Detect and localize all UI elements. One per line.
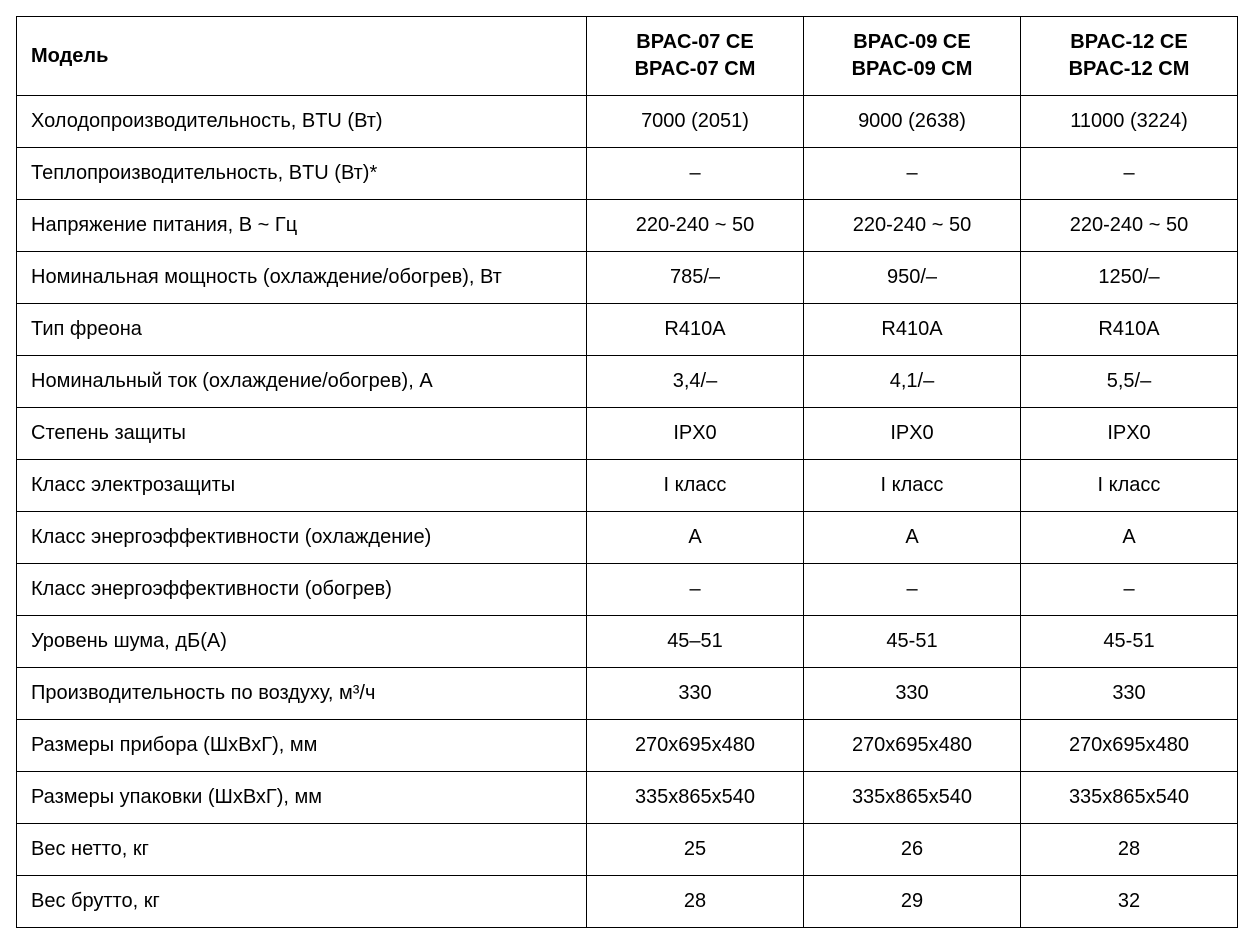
table-row: Уровень шума, дБ(А)45–5145-5145-51 [17, 616, 1238, 668]
table-row: Номинальная мощность (охлаждение/обогрев… [17, 252, 1238, 304]
row-label: Степень защиты [17, 408, 587, 460]
table-row: Номинальный ток (охлаждение/обогрев), А3… [17, 356, 1238, 408]
row-label: Размеры упаковки (ШхВхГ), мм [17, 772, 587, 824]
row-value: R410A [587, 304, 804, 356]
table-row: Вес нетто, кг252628 [17, 824, 1238, 876]
row-value: 335x865x540 [804, 772, 1021, 824]
row-value: 950/– [804, 252, 1021, 304]
table-row: Холодопроизводительность, BTU (Вт)7000 (… [17, 96, 1238, 148]
row-value: 220-240 ~ 50 [804, 200, 1021, 252]
row-value: A [587, 512, 804, 564]
row-value: 3,4/– [587, 356, 804, 408]
row-value: – [1021, 148, 1238, 200]
row-label: Производительность по воздуху, м³/ч [17, 668, 587, 720]
row-value: 1250/– [1021, 252, 1238, 304]
row-value: 270x695x480 [587, 720, 804, 772]
table-row: Производительность по воздуху, м³/ч33033… [17, 668, 1238, 720]
row-label: Теплопроизводительность, BTU (Вт)* [17, 148, 587, 200]
table-row: Размеры упаковки (ШхВхГ), мм335x865x5403… [17, 772, 1238, 824]
row-value: 4,1/– [804, 356, 1021, 408]
row-value: 785/– [587, 252, 804, 304]
table-row: Класс энергоэффективности (обогрев)––– [17, 564, 1238, 616]
header-model-2-line2: BPAC-12 CM [1035, 56, 1223, 83]
header-model-1-line1: BPAC-09 CE [818, 29, 1006, 56]
row-value: 11000 (3224) [1021, 96, 1238, 148]
row-value: 45–51 [587, 616, 804, 668]
row-label: Тип фреона [17, 304, 587, 356]
row-value: I класс [587, 460, 804, 512]
row-value: A [1021, 512, 1238, 564]
header-model-0-line1: BPAC-07 CE [601, 29, 789, 56]
row-value: A [804, 512, 1021, 564]
table-row: Размеры прибора (ШхВхГ), мм270x695x48027… [17, 720, 1238, 772]
row-label: Размеры прибора (ШхВхГ), мм [17, 720, 587, 772]
row-label: Номинальная мощность (охлаждение/обогрев… [17, 252, 587, 304]
row-value: – [804, 564, 1021, 616]
header-model-2: BPAC-12 CE BPAC-12 CM [1021, 17, 1238, 96]
row-label: Класс энергоэффективности (обогрев) [17, 564, 587, 616]
table-row: Класс электрозащитыI классI классI класс [17, 460, 1238, 512]
row-value: 220-240 ~ 50 [587, 200, 804, 252]
row-label: Номинальный ток (охлаждение/обогрев), А [17, 356, 587, 408]
row-value: 270x695x480 [1021, 720, 1238, 772]
table-row: Степень защитыIPX0IPX0IPX0 [17, 408, 1238, 460]
spec-table-body: Холодопроизводительность, BTU (Вт)7000 (… [17, 96, 1238, 928]
row-value: IPX0 [1021, 408, 1238, 460]
row-label: Класс электрозащиты [17, 460, 587, 512]
header-label: Модель [17, 17, 587, 96]
spec-table: Модель BPAC-07 CE BPAC-07 CM BPAC-09 CE … [16, 16, 1238, 928]
header-model-1-line2: BPAC-09 CM [818, 56, 1006, 83]
row-value: – [1021, 564, 1238, 616]
row-value: 330 [587, 668, 804, 720]
row-value: 335x865x540 [587, 772, 804, 824]
row-value: – [804, 148, 1021, 200]
row-value: 28 [587, 876, 804, 928]
table-row: Тип фреонаR410AR410AR410A [17, 304, 1238, 356]
table-row: Напряжение питания, В ~ Гц220-240 ~ 5022… [17, 200, 1238, 252]
row-value: 26 [804, 824, 1021, 876]
header-model-1: BPAC-09 CE BPAC-09 CM [804, 17, 1021, 96]
row-value: 270x695x480 [804, 720, 1021, 772]
header-model-0: BPAC-07 CE BPAC-07 CM [587, 17, 804, 96]
row-value: 28 [1021, 824, 1238, 876]
table-row: Вес брутто, кг282932 [17, 876, 1238, 928]
row-value: 29 [804, 876, 1021, 928]
row-label: Холодопроизводительность, BTU (Вт) [17, 96, 587, 148]
header-model-2-line1: BPAC-12 CE [1035, 29, 1223, 56]
table-row: Класс энергоэффективности (охлаждение)AA… [17, 512, 1238, 564]
row-value: 220-240 ~ 50 [1021, 200, 1238, 252]
row-value: 25 [587, 824, 804, 876]
row-value: – [587, 148, 804, 200]
row-label: Вес нетто, кг [17, 824, 587, 876]
row-value: 5,5/– [1021, 356, 1238, 408]
row-value: – [587, 564, 804, 616]
row-value: 335x865x540 [1021, 772, 1238, 824]
row-value: IPX0 [804, 408, 1021, 460]
row-label: Класс энергоэффективности (охлаждение) [17, 512, 587, 564]
row-value: 330 [804, 668, 1021, 720]
header-row: Модель BPAC-07 CE BPAC-07 CM BPAC-09 CE … [17, 17, 1238, 96]
header-model-0-line2: BPAC-07 CM [601, 56, 789, 83]
row-value: 45-51 [804, 616, 1021, 668]
row-label: Вес брутто, кг [17, 876, 587, 928]
row-value: IPX0 [587, 408, 804, 460]
row-value: 9000 (2638) [804, 96, 1021, 148]
row-value: I класс [1021, 460, 1238, 512]
row-value: 45-51 [1021, 616, 1238, 668]
row-label: Напряжение питания, В ~ Гц [17, 200, 587, 252]
row-value: 330 [1021, 668, 1238, 720]
table-row: Теплопроизводительность, BTU (Вт)*––– [17, 148, 1238, 200]
row-value: R410A [1021, 304, 1238, 356]
row-value: 32 [1021, 876, 1238, 928]
row-value: I класс [804, 460, 1021, 512]
row-label: Уровень шума, дБ(А) [17, 616, 587, 668]
row-value: 7000 (2051) [587, 96, 804, 148]
row-value: R410A [804, 304, 1021, 356]
